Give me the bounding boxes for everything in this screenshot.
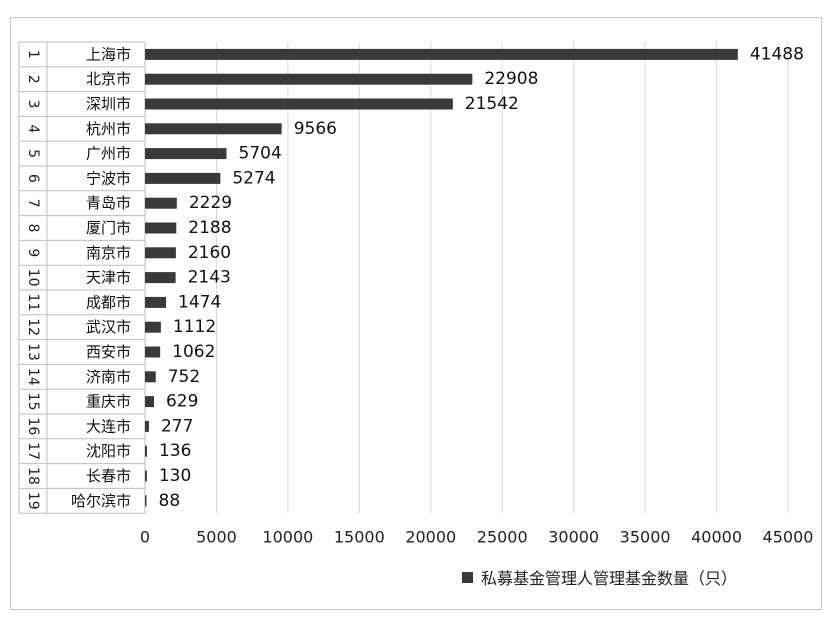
value-label: 9566 [294, 119, 337, 139]
category-label: 上海市 [86, 45, 131, 63]
bar [145, 470, 147, 482]
x-tick-label: 35000 [620, 528, 671, 547]
x-tick-label: 20000 [405, 528, 456, 547]
value-label: 136 [159, 441, 191, 461]
value-label: 2160 [188, 243, 231, 263]
chart-legend: 私募基金管理人管理基金数量（只） [462, 565, 737, 589]
x-tick-label: 0 [140, 528, 150, 547]
category-label: 北京市 [86, 70, 131, 88]
x-tick-label: 15000 [334, 528, 385, 547]
rank-label: 7 [25, 199, 41, 208]
category-label: 宁波市 [86, 169, 131, 187]
category-label: 武汉市 [86, 318, 131, 336]
value-label: 2229 [189, 193, 232, 213]
value-label: 752 [168, 367, 200, 387]
rank-label: 8 [25, 224, 41, 233]
rank-label: 3 [25, 100, 41, 109]
value-label: 21542 [465, 94, 519, 114]
x-tick-label: 25000 [477, 528, 528, 547]
rank-label: 18 [25, 467, 41, 485]
bar [145, 445, 147, 457]
bar [145, 272, 176, 284]
bar [145, 222, 177, 234]
rank-label: 11 [25, 293, 41, 311]
value-label: 22908 [484, 69, 538, 89]
bar [145, 123, 282, 135]
bar [145, 396, 154, 408]
category-label: 成都市 [86, 293, 131, 311]
rank-label: 14 [25, 368, 41, 386]
bar [145, 346, 161, 358]
bar [145, 98, 453, 110]
value-label: 41488 [750, 44, 804, 64]
value-label: 277 [161, 416, 193, 436]
category-label: 厦门市 [86, 219, 131, 237]
bar [145, 247, 176, 259]
bar [145, 148, 227, 160]
category-label: 广州市 [86, 145, 131, 163]
bar [145, 296, 167, 308]
value-label: 2143 [188, 268, 231, 288]
bar [145, 48, 738, 60]
rank-label: 5 [25, 149, 41, 158]
bar [145, 371, 156, 383]
bar [145, 73, 473, 85]
category-label: 西安市 [86, 343, 131, 361]
value-label: 1474 [178, 292, 221, 312]
value-label: 5274 [232, 168, 275, 188]
rank-label: 2 [25, 75, 41, 84]
category-label: 杭州市 [86, 120, 131, 138]
category-label: 长春市 [86, 467, 131, 485]
rank-label: 1 [25, 50, 41, 59]
value-label: 5704 [239, 144, 282, 164]
x-tick-label: 5000 [196, 528, 237, 547]
rank-label: 9 [25, 248, 41, 257]
category-label: 济南市 [86, 368, 131, 386]
rank-label: 15 [25, 393, 41, 411]
legend-swatch [462, 571, 473, 583]
category-label: 重庆市 [86, 393, 131, 411]
category-label: 天津市 [86, 269, 131, 287]
rank-label: 4 [25, 124, 41, 133]
category-label: 南京市 [86, 244, 131, 262]
rank-label: 12 [25, 318, 41, 336]
category-label: 哈尔滨市 [71, 492, 131, 510]
rank-label: 16 [25, 417, 41, 435]
category-label: 大连市 [86, 417, 131, 435]
legend-label: 私募基金管理人管理基金数量（只） [481, 569, 738, 588]
x-tick-label: 30000 [548, 528, 599, 547]
x-tick-label: 45000 [763, 528, 814, 547]
bar [145, 495, 147, 507]
bar [145, 197, 177, 209]
rank-label: 13 [25, 343, 41, 361]
value-label: 1112 [173, 317, 216, 337]
rank-label: 17 [25, 442, 41, 460]
bar [145, 172, 221, 184]
value-label: 629 [166, 392, 198, 412]
x-tick-label: 40000 [691, 528, 742, 547]
value-label: 130 [159, 466, 191, 486]
rank-label: 6 [25, 174, 41, 183]
bar [145, 321, 161, 333]
value-label: 2188 [188, 218, 231, 238]
category-label: 深圳市 [86, 95, 131, 113]
rank-label: 10 [25, 269, 41, 287]
category-label: 沈阳市 [86, 442, 131, 460]
bar [145, 420, 149, 432]
value-label: 1062 [172, 342, 215, 362]
category-label: 青岛市 [86, 194, 131, 212]
rank-label: 19 [25, 492, 41, 510]
x-tick-label: 10000 [262, 528, 313, 547]
value-label: 88 [159, 491, 181, 511]
